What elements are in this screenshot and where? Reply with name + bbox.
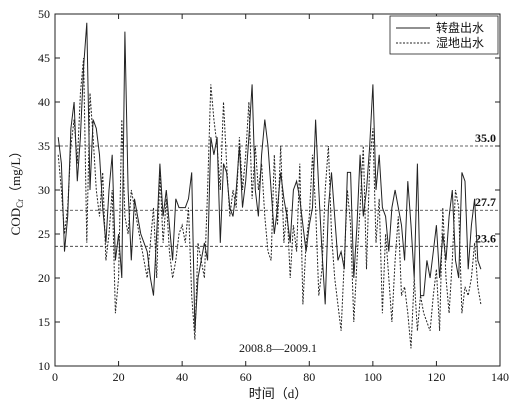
legend-label: 转盘出水 xyxy=(436,20,484,35)
y-tick-label: 15 xyxy=(38,315,50,329)
x-tick-label: 60 xyxy=(240,370,252,384)
reference-label: 23.6 xyxy=(475,231,496,245)
y-tick-label: 40 xyxy=(38,95,50,109)
reference-label: 35.0 xyxy=(475,131,496,145)
legend-box xyxy=(389,15,499,55)
annotation: 2008.8—2009.1 xyxy=(239,341,317,355)
x-tick-label: 20 xyxy=(113,370,125,384)
y-axis-label: CODCr（mg/L） xyxy=(8,145,25,236)
y-tick-label: 35 xyxy=(38,139,50,153)
reference-label: 27.7 xyxy=(475,195,496,209)
x-tick-label: 80 xyxy=(303,370,315,384)
x-axis-label: 时间（d） xyxy=(249,386,308,401)
y-tick-label: 50 xyxy=(38,7,50,21)
y-tick-label: 30 xyxy=(38,183,50,197)
series-line xyxy=(57,22,482,331)
x-tick-label: 40 xyxy=(176,370,188,384)
x-tick-label: 0 xyxy=(52,370,58,384)
series-line xyxy=(57,57,482,349)
y-tick-label: 25 xyxy=(38,227,50,241)
y-tick-label: 20 xyxy=(38,271,50,285)
x-tick-label: 120 xyxy=(427,370,445,384)
y-tick-label: 10 xyxy=(38,359,50,373)
x-tick-label: 100 xyxy=(364,370,382,384)
plot-frame xyxy=(54,13,501,367)
legend-label: 湿地出水 xyxy=(436,35,484,50)
x-tick-label: 140 xyxy=(491,370,509,384)
y-tick-label: 45 xyxy=(38,51,50,65)
